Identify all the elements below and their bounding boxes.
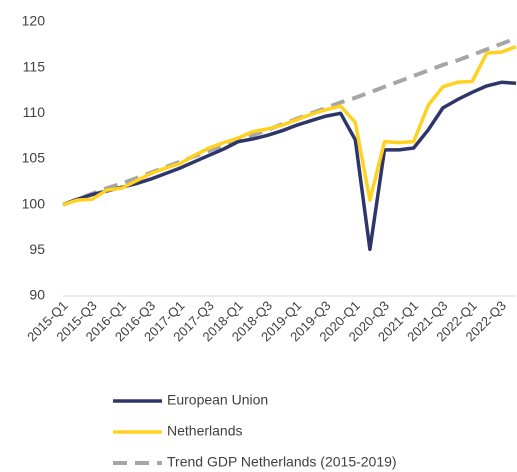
y-tick-label: 110 xyxy=(23,104,46,120)
legend-label: Trend GDP Netherlands (2015-2019) xyxy=(167,454,397,470)
y-tick-label: 120 xyxy=(22,13,46,29)
y-tick-label: 115 xyxy=(23,58,46,74)
series-line xyxy=(62,80,517,252)
y-tick-label: 90 xyxy=(29,287,45,303)
legend-label: Netherlands xyxy=(167,423,243,439)
series-line xyxy=(62,45,517,207)
series-line xyxy=(62,36,517,207)
legend-label: European Union xyxy=(167,392,268,408)
y-tick-label: 105 xyxy=(22,150,46,166)
y-tick-label: 95 xyxy=(29,241,45,257)
y-tick-label: 100 xyxy=(22,195,46,211)
